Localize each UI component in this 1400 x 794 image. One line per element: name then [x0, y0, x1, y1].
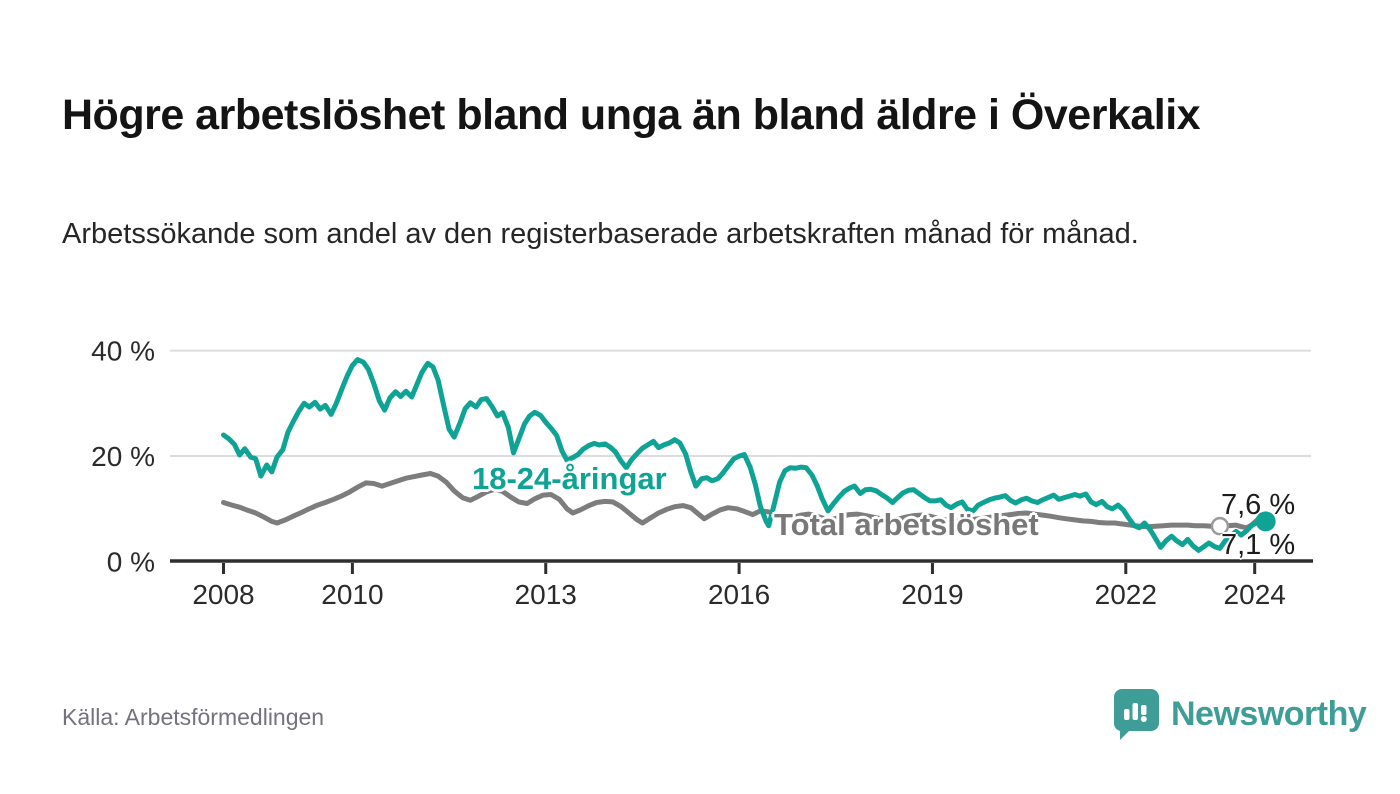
source-credit: Källa: Arbetsförmedlingen — [62, 704, 325, 730]
x-tick-label: 2022 — [1095, 579, 1157, 610]
end-value-label-youth: 7,6 % — [1221, 489, 1296, 521]
series-line-youth — [221, 357, 1269, 553]
y-tick-label: 0 % — [107, 547, 155, 578]
x-tick-label: 2019 — [901, 579, 963, 610]
newsworthy-bubble-icon — [1113, 689, 1159, 740]
y-tick-label: 40 % — [91, 336, 155, 367]
series-label-total: Total arbetslöshet — [774, 507, 1039, 542]
x-tick-label: 2010 — [321, 579, 383, 610]
newsworthy-wordmark: Newsworthy — [1171, 694, 1367, 733]
end-dot-youth — [1255, 511, 1276, 532]
x-tick-label: 2008 — [192, 579, 254, 610]
x-tick-label: 2016 — [708, 579, 770, 610]
chart-subtitle: Arbetssökande som andel av den registerb… — [62, 218, 1139, 250]
series-label-youth: 18-24-åringar — [472, 461, 667, 496]
y-tick-label: 20 % — [91, 441, 155, 472]
page-title: Högre arbetslöshet bland unga än bland ä… — [62, 90, 1201, 139]
ring-marker-total — [1210, 516, 1230, 536]
series-line-total — [221, 471, 1269, 531]
newsworthy-logo: Newsworthy — [1113, 688, 1367, 740]
x-tick-label: 2013 — [515, 579, 577, 610]
x-tick-label: 2024 — [1224, 579, 1286, 610]
end-value-label-total: 7,1 % — [1221, 529, 1296, 561]
